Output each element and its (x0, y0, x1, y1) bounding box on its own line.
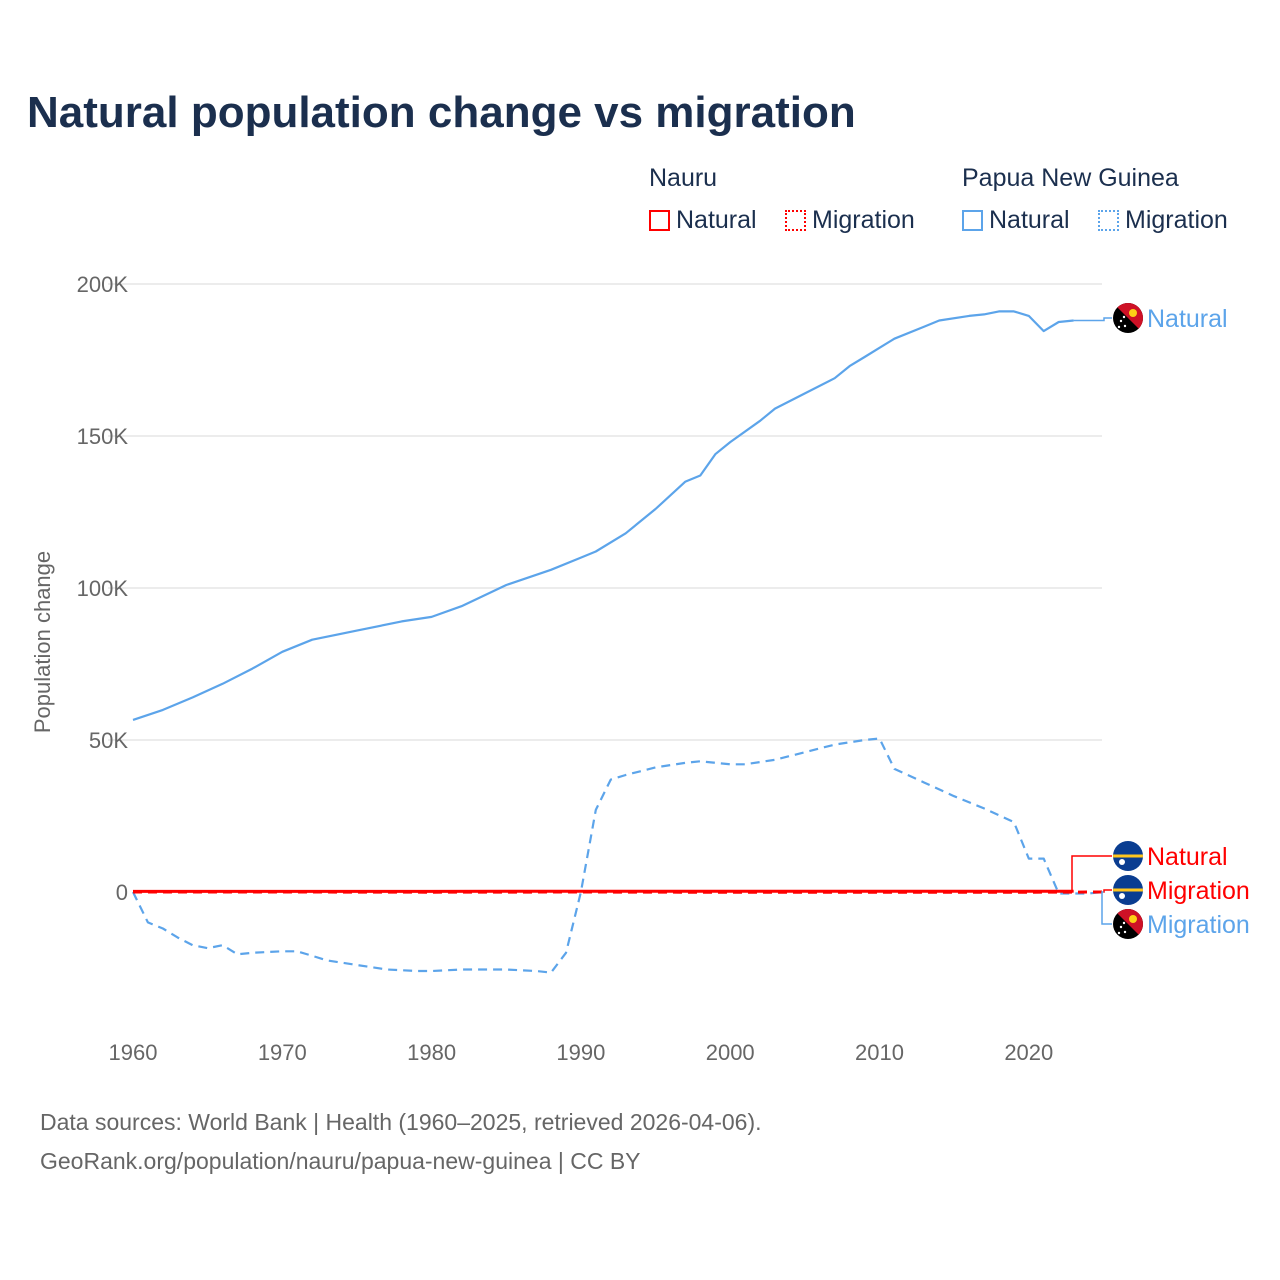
flag-star (1119, 893, 1125, 899)
y-tick-label: 150K (77, 424, 129, 449)
star (1123, 324, 1127, 328)
flag-red (1113, 909, 1143, 939)
series-line-papua-new-guinea-migration (132, 737, 1104, 974)
nauru-flag-icon (1113, 875, 1143, 905)
legend-group-png: Papua New Guinea (962, 164, 1179, 192)
y-tick-label: 50K (89, 728, 128, 753)
star (1117, 931, 1121, 935)
flag-red (1113, 303, 1143, 333)
flag-body (1113, 875, 1143, 905)
bird-of-paradise (1129, 915, 1137, 923)
png-flag-icon (1113, 303, 1143, 333)
star (1122, 315, 1126, 319)
footer-link[interactable]: GeoRank.org/population/nauru/papua-new-g… (40, 1148, 641, 1174)
star (1123, 930, 1127, 934)
label-connector (1071, 855, 1112, 892)
star (1122, 921, 1126, 925)
legend-png-natural[interactable]: Natural (962, 206, 1070, 235)
end-label: Natural (1147, 843, 1228, 871)
end-label: Migration (1147, 877, 1250, 905)
x-tick-label: 2000 (706, 1040, 755, 1065)
legend-label: Migration (812, 206, 915, 234)
flag-blue (1113, 841, 1143, 871)
dotted-swatch-icon (785, 210, 806, 231)
legend-group-nauru: Nauru (649, 164, 718, 192)
flag-body (1113, 303, 1143, 333)
legend-nauru-natural[interactable]: Natural (649, 206, 757, 235)
flag-star (1119, 859, 1125, 865)
star (1117, 325, 1121, 329)
bird-of-paradise (1129, 309, 1137, 317)
nauru-flag-icon (1113, 841, 1143, 871)
star (1119, 319, 1123, 323)
png-flag-icon (1113, 909, 1143, 939)
y-tick-label: 0 (116, 880, 128, 905)
flag-stripe (1113, 888, 1143, 892)
label-connector (1101, 891, 1112, 925)
dotted-swatch-icon (1098, 210, 1119, 231)
legend-label: Migration (1125, 206, 1228, 234)
flag-blue (1113, 875, 1143, 905)
y-axis-label: Population change (30, 551, 55, 733)
x-tick-label: 2010 (855, 1040, 904, 1065)
y-tick-label: 100K (77, 576, 129, 601)
legend-label: Natural (676, 206, 757, 234)
x-tick-label: 1960 (109, 1040, 158, 1065)
x-tick-label: 1990 (556, 1040, 605, 1065)
flag-stripe (1113, 854, 1143, 858)
flag-body (1113, 909, 1143, 939)
x-tick-label: 1970 (258, 1040, 307, 1065)
chart-title: Natural population change vs migration (27, 88, 856, 137)
x-tick-label: 1980 (407, 1040, 456, 1065)
legend-label: Natural (989, 206, 1070, 234)
legend-nauru-migration[interactable]: Migration (785, 206, 915, 235)
label-connector (1103, 889, 1112, 893)
end-label: Migration (1147, 911, 1250, 939)
label-connector (1073, 317, 1112, 322)
footer-sources: Data sources: World Bank | Health (1960–… (40, 1109, 762, 1135)
star (1119, 925, 1123, 929)
legend-png-migration[interactable]: Migration (1098, 206, 1228, 235)
flag-black (1113, 303, 1143, 333)
solid-swatch-icon (649, 210, 670, 231)
end-label: Natural (1147, 305, 1228, 333)
series-line-papua-new-guinea-natural (132, 310, 1074, 721)
solid-swatch-icon (962, 210, 983, 231)
flag-black (1113, 909, 1143, 939)
y-tick-label: 200K (77, 272, 129, 297)
x-tick-label: 2020 (1004, 1040, 1053, 1065)
flag-body (1113, 841, 1143, 871)
